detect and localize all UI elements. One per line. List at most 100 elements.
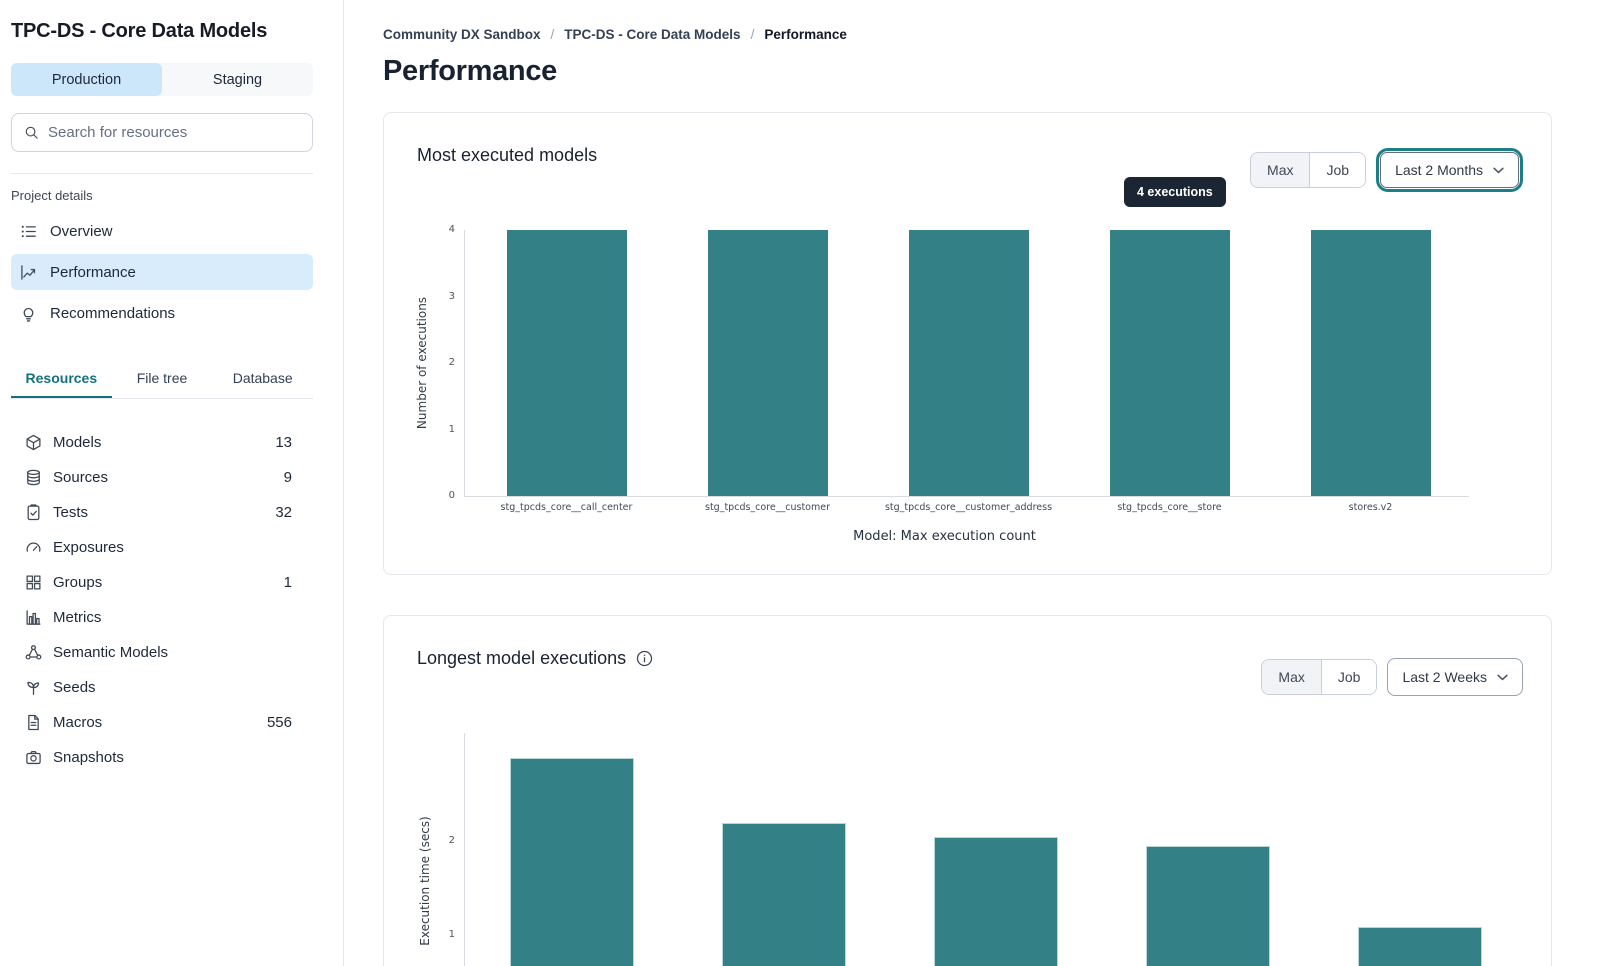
database-icon bbox=[25, 469, 42, 486]
resource-label: Exposures bbox=[53, 539, 124, 556]
resource-label: Macros bbox=[53, 714, 103, 731]
max-job-toggle: Max Job bbox=[1250, 152, 1367, 188]
search-icon bbox=[24, 125, 39, 140]
resource-label: Groups bbox=[53, 574, 103, 591]
x-category-label: stores.v2 bbox=[1348, 502, 1393, 513]
resource-count: 32 bbox=[275, 504, 292, 521]
project-nav: Overview Performance Recommendations bbox=[11, 213, 313, 331]
y-axis-title: Number of executions bbox=[415, 296, 429, 430]
max-button[interactable]: Max bbox=[1262, 660, 1322, 694]
network-icon bbox=[25, 644, 42, 661]
max-job-toggle: Max Job bbox=[1261, 659, 1378, 695]
bar-chart-most-executed: 0 1 2 3 4 Number of executions stg_tpcds_core_… bbox=[384, 113, 1551, 574]
chart-bar[interactable] bbox=[1146, 845, 1270, 966]
resource-item-models[interactable]: Models 13 bbox=[11, 425, 312, 460]
y-tick-label: 1 bbox=[448, 423, 455, 435]
cube-icon bbox=[25, 434, 42, 451]
sidebar-tabs: Resources File tree Database bbox=[11, 361, 313, 399]
y-tick-label: 1 bbox=[448, 929, 455, 940]
chart-bar[interactable] bbox=[934, 837, 1058, 966]
job-button[interactable]: Job bbox=[1310, 153, 1366, 187]
y-tick-label: 2 bbox=[448, 357, 455, 368]
y-axis-line bbox=[464, 230, 465, 496]
breadcrumb: Community DX Sandbox / TPC-DS - Core Dat… bbox=[383, 27, 1621, 42]
resource-item-metrics[interactable]: Metrics bbox=[11, 600, 312, 635]
trend-icon bbox=[20, 264, 37, 281]
resource-count: 9 bbox=[283, 469, 292, 486]
resource-label: Seeds bbox=[53, 679, 96, 696]
chart-bar[interactable] bbox=[1109, 230, 1230, 496]
resource-label: Tests bbox=[53, 504, 89, 521]
project-title: TPC-DS - Core Data Models bbox=[11, 20, 268, 42]
resource-item-tests[interactable]: Tests 32 bbox=[11, 495, 312, 530]
date-range-dropdown[interactable]: Last 2 Weeks bbox=[1387, 658, 1523, 696]
y-axis-title: Execution time (secs) bbox=[418, 816, 432, 946]
chart-bar[interactable] bbox=[1310, 230, 1431, 496]
y-tick-label: 4 bbox=[448, 224, 455, 235]
bar-chart-icon bbox=[25, 609, 42, 626]
chart-bar[interactable] bbox=[722, 823, 846, 966]
resource-label: Semantic Models bbox=[53, 644, 169, 661]
resource-item-snapshots[interactable]: Snapshots bbox=[11, 740, 312, 775]
env-tab-staging[interactable]: Staging bbox=[162, 63, 313, 96]
max-button[interactable]: Max bbox=[1251, 153, 1311, 187]
resource-item-macros[interactable]: Macros 556 bbox=[11, 705, 312, 740]
search-input[interactable] bbox=[48, 124, 300, 141]
x-axis-line bbox=[464, 496, 1469, 497]
y-axis-line bbox=[464, 733, 465, 966]
resource-item-semantic-models[interactable]: Semantic Models bbox=[11, 635, 312, 670]
job-button[interactable]: Job bbox=[1321, 660, 1377, 694]
y-tick-label: 3 bbox=[448, 290, 455, 302]
chart-controls: Max Job Last 2 Weeks bbox=[1261, 658, 1523, 696]
date-range-dropdown[interactable]: Last 2 Months bbox=[1380, 152, 1519, 188]
nav-item-label: Overview bbox=[50, 222, 113, 240]
bar-chart-longest-executions: 1 2 Execution time (secs) bbox=[384, 616, 1551, 966]
chart-bar[interactable] bbox=[908, 230, 1029, 496]
most-executed-models-card: Most executed models Max Job Last 2 Mont… bbox=[383, 112, 1552, 575]
date-range-value: Last 2 Months bbox=[1395, 162, 1483, 178]
grid-icon bbox=[25, 574, 42, 591]
date-range-focus-ring: Last 2 Months bbox=[1376, 148, 1523, 192]
info-icon[interactable] bbox=[636, 650, 653, 667]
sprout-icon bbox=[25, 679, 42, 696]
y-tick-label: 2 bbox=[448, 835, 455, 846]
nav-item-label: Performance bbox=[50, 263, 136, 281]
breadcrumb-separator: / bbox=[750, 27, 755, 42]
env-tab-production[interactable]: Production bbox=[11, 63, 162, 96]
x-category-label: stg_tpcds_core__store bbox=[1117, 502, 1222, 513]
date-range-value: Last 2 Weeks bbox=[1402, 669, 1487, 685]
resource-item-seeds[interactable]: Seeds bbox=[11, 670, 312, 705]
x-category-label: stg_tpcds_core__customer_address bbox=[884, 502, 1053, 513]
chart-bar[interactable] bbox=[506, 230, 627, 496]
resource-label: Sources bbox=[53, 469, 109, 486]
resource-count: 556 bbox=[266, 714, 292, 731]
resource-count: 13 bbox=[275, 434, 292, 451]
nav-item-performance[interactable]: Performance bbox=[11, 254, 313, 290]
resource-item-groups[interactable]: Groups 1 bbox=[11, 565, 312, 600]
nav-item-recommendations[interactable]: Recommendations bbox=[11, 295, 313, 331]
breadcrumb-account[interactable]: Community DX Sandbox bbox=[383, 27, 541, 42]
tab-database[interactable]: Database bbox=[232, 370, 293, 386]
file-icon bbox=[25, 714, 42, 731]
resource-label: Models bbox=[53, 434, 102, 451]
sidebar: TPC-DS - Core Data Models Production Sta… bbox=[0, 0, 344, 966]
longest-executions-card: Longest model executions Max Job Last 2 … bbox=[383, 615, 1552, 966]
nav-item-overview[interactable]: Overview bbox=[11, 213, 313, 249]
chart-bar[interactable] bbox=[510, 758, 634, 966]
chart-bar[interactable] bbox=[707, 230, 828, 496]
tab-resources[interactable]: Resources bbox=[11, 361, 112, 398]
resource-item-sources[interactable]: Sources 9 bbox=[11, 460, 312, 495]
chart-bar[interactable] bbox=[1358, 927, 1482, 966]
list-icon bbox=[20, 223, 37, 240]
resource-item-exposures[interactable]: Exposures bbox=[11, 530, 312, 565]
x-category-label: stg_tpcds_core__customer bbox=[705, 502, 830, 513]
clipboard-check-icon bbox=[25, 504, 42, 521]
gauge-icon bbox=[25, 539, 42, 556]
tab-file-tree[interactable]: File tree bbox=[136, 370, 188, 386]
nav-item-label: Recommendations bbox=[50, 304, 176, 322]
search-box[interactable] bbox=[11, 113, 313, 152]
breadcrumb-project[interactable]: TPC-DS - Core Data Models bbox=[564, 27, 741, 42]
project-details-label: Project details bbox=[11, 188, 93, 203]
y-tick-label: 0 bbox=[448, 490, 455, 501]
